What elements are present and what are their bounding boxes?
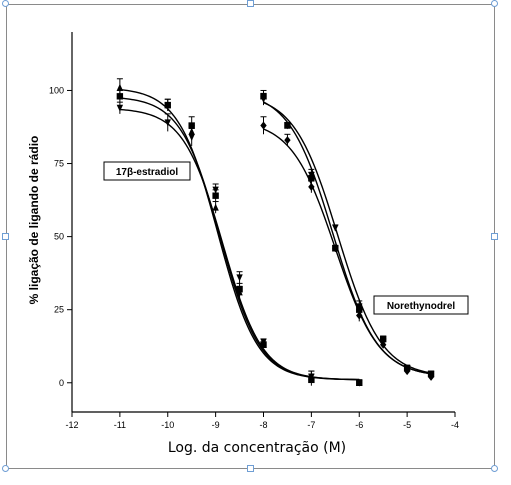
y-tick-label-3: 75 [54,159,64,169]
y-tick-label-1: 25 [54,305,64,315]
point-6-7 [403,367,411,376]
y-tick-label-2: 50 [54,232,64,242]
series-2 [116,89,363,386]
point-5-2 [284,122,291,130]
x-axis-title: Log. da concentração (M) [168,440,346,456]
point-3-5 [236,274,243,282]
resize-handle-top-right[interactable] [491,0,498,7]
fitted-curves [119,88,432,381]
fit-curve-3 [119,108,360,381]
point-6-2 [284,136,291,145]
series-6 [260,116,435,381]
resize-handle-left[interactable] [2,233,9,240]
x-tick-label-2: -10 [161,420,174,430]
annotation-box-estradiol [103,161,191,181]
point-6-6 [379,340,387,349]
x-tick-label-0: -12 [65,420,78,430]
resize-handle-bottom-left[interactable] [2,465,9,472]
point-3-4 [212,186,219,194]
x-tick-label-4: -8 [259,420,267,430]
series-3 [116,101,363,387]
point-6-1 [260,121,267,130]
resize-handle-bottom-right[interactable] [491,465,498,472]
point-2-5 [236,286,243,293]
fit-curve-5 [263,101,432,374]
axis-labels: Log. da concentração (M) % ligação de li… [27,136,346,456]
point-3-3 [188,134,195,142]
y-tick-label-4: 100 [49,85,64,95]
x-tick-label-7: -5 [403,420,411,430]
series-4 [260,89,435,378]
annotation-norethynodrel: Norethynodrel [387,301,456,312]
point-3-2 [164,119,171,127]
point-6-8 [427,372,435,381]
point-2-2 [164,101,171,109]
y-tick-label-0: 0 [59,378,64,388]
point-2-1 [116,93,124,100]
point-5-5 [356,303,363,311]
point-3-1 [116,104,124,112]
resize-handle-bottom[interactable] [247,465,254,472]
fit-curve-6 [263,128,432,375]
point-1-4 [212,203,219,211]
point-6-4 [332,244,339,253]
x-tick-label-6: -6 [355,420,363,430]
annotation-box-norethynodrel [373,295,469,315]
point-6-5 [356,311,363,320]
point-1-1 [116,83,124,91]
point-5-1 [260,96,267,104]
fit-curve-2 [119,97,360,381]
resize-handle-right[interactable] [491,233,498,240]
resize-handle-top[interactable] [247,0,254,7]
x-tick-label-8: -4 [451,420,459,430]
point-3-6 [260,338,267,346]
axes: -12 -11 -10 -9 -8 -7 -6 -5 -4 0 25 50 75 100 [49,32,459,430]
fit-curve-1 [119,88,360,381]
data-points [116,78,435,387]
x-tick-label-1: -11 [114,420,126,430]
y-axis-title: % ligação de ligando de rádio [27,136,41,305]
point-5-4 [332,224,339,232]
x-tick-label-3: -9 [212,420,220,430]
fit-curve-4 [263,101,432,375]
point-6-3 [308,182,315,191]
series-5 [260,92,435,378]
point-3-7 [308,373,315,381]
series-1 [116,78,363,386]
point-3-8 [356,379,363,387]
annotations: 17β-estradiol Norethynodrel [103,161,469,315]
annotation-estradiol: 17β-estradiol [116,167,178,178]
resize-handle-top-left[interactable] [2,0,9,7]
point-2-3 [188,122,195,129]
x-tick-label-5: -7 [307,420,315,430]
chart-frame [6,4,495,469]
point-5-3 [308,172,315,180]
